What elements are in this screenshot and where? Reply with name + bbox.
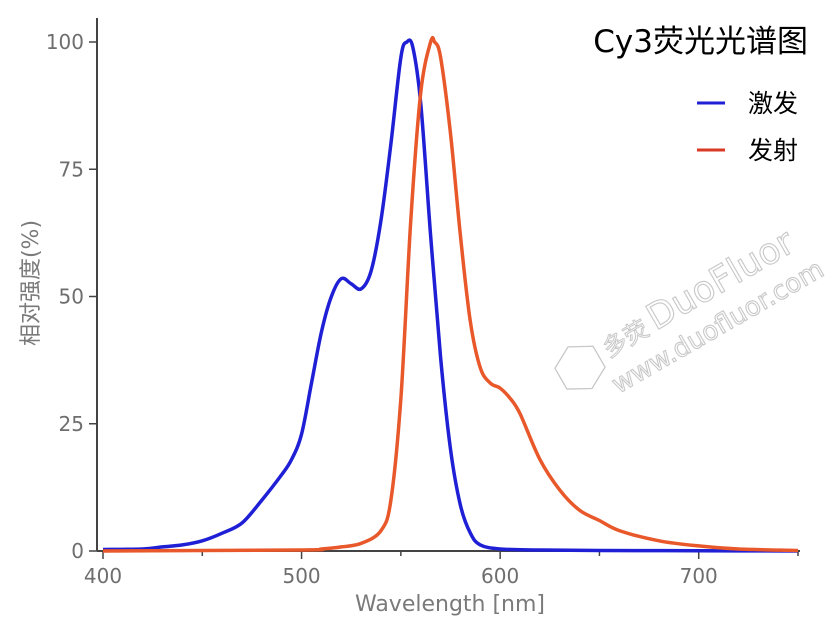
y-tick-label: 75	[59, 157, 84, 181]
watermark-logo-icon	[554, 345, 606, 390]
y-tick-label: 0	[71, 539, 84, 563]
emission-series-line	[102, 35, 799, 553]
x-tick-label: 500	[282, 564, 320, 588]
watermark: 多荧 DuoFluor www.duofluor.com	[554, 221, 830, 401]
legend: 激发 发射	[697, 89, 798, 165]
y-axis-title: 相对强度(%)	[19, 220, 44, 346]
legend-label-emission: 发射	[748, 136, 798, 165]
x-tick-label: 700	[680, 564, 718, 588]
y-tick-label: 50	[59, 285, 84, 309]
excitation-series-line	[102, 38, 799, 553]
y-tick-label: 25	[59, 412, 84, 436]
chart-title: Cy3荧光光谱图	[593, 24, 808, 60]
series-layer	[102, 35, 799, 553]
x-tick-label: 400	[84, 564, 122, 588]
y-tick-label: 100	[46, 30, 84, 54]
x-tick-label: 600	[481, 564, 519, 588]
legend-label-excitation: 激发	[748, 89, 798, 118]
x-axis-title: Wavelength [nm]	[355, 592, 545, 617]
